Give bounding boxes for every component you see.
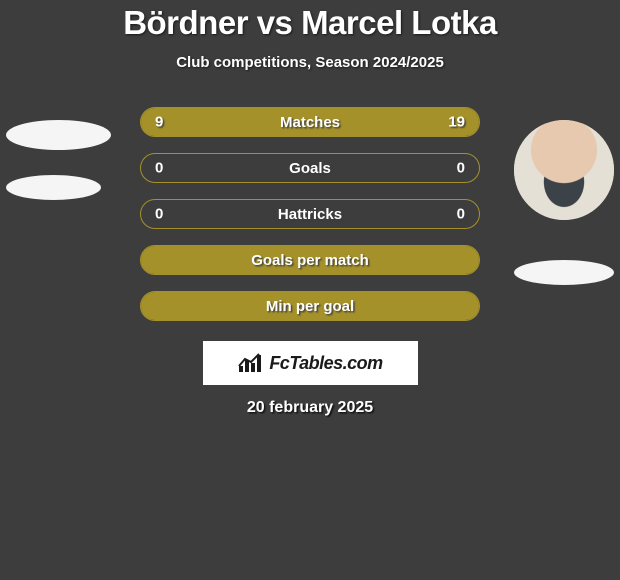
stat-row: Min per goal bbox=[140, 291, 480, 321]
stat-label: Hattricks bbox=[278, 206, 342, 223]
stat-value-left: 9 bbox=[155, 114, 163, 131]
stat-value-left: 0 bbox=[155, 160, 163, 177]
player-left-zone bbox=[6, 120, 111, 200]
logo-text: FcTables.com bbox=[269, 353, 382, 374]
infographic-container: Bördner vs Marcel Lotka Club competition… bbox=[0, 0, 620, 580]
stat-label: Goals per match bbox=[251, 252, 369, 269]
player-left-avatar-placeholder bbox=[6, 120, 111, 150]
stat-row: 0 Hattricks 0 bbox=[140, 199, 480, 229]
stat-value-right: 0 bbox=[457, 160, 465, 177]
stat-label: Goals bbox=[289, 160, 331, 177]
player-right-zone bbox=[514, 120, 614, 285]
bar-chart-icon bbox=[237, 352, 263, 374]
stat-row: Goals per match bbox=[140, 245, 480, 275]
stat-value-right: 0 bbox=[457, 206, 465, 223]
stat-row: 9 Matches 19 bbox=[140, 107, 480, 137]
logo-box: FcTables.com bbox=[203, 341, 418, 385]
face-icon bbox=[514, 120, 614, 220]
stat-rows: 9 Matches 19 0 Goals 0 0 Hattricks 0 Goals per ma… bbox=[140, 107, 480, 321]
stat-row: 0 Goals 0 bbox=[140, 153, 480, 183]
player-left-name-placeholder bbox=[6, 175, 101, 200]
stat-value-right: 19 bbox=[448, 114, 465, 131]
page-title: Bördner vs Marcel Lotka bbox=[0, 4, 620, 42]
date-line: 20 february 2025 bbox=[0, 399, 620, 417]
player-right-avatar bbox=[514, 120, 614, 220]
stat-label: Matches bbox=[280, 114, 340, 131]
stat-value-left: 0 bbox=[155, 206, 163, 223]
stat-label: Min per goal bbox=[266, 298, 354, 315]
player-right-name-placeholder bbox=[514, 260, 614, 285]
subtitle: Club competitions, Season 2024/2025 bbox=[0, 54, 620, 71]
